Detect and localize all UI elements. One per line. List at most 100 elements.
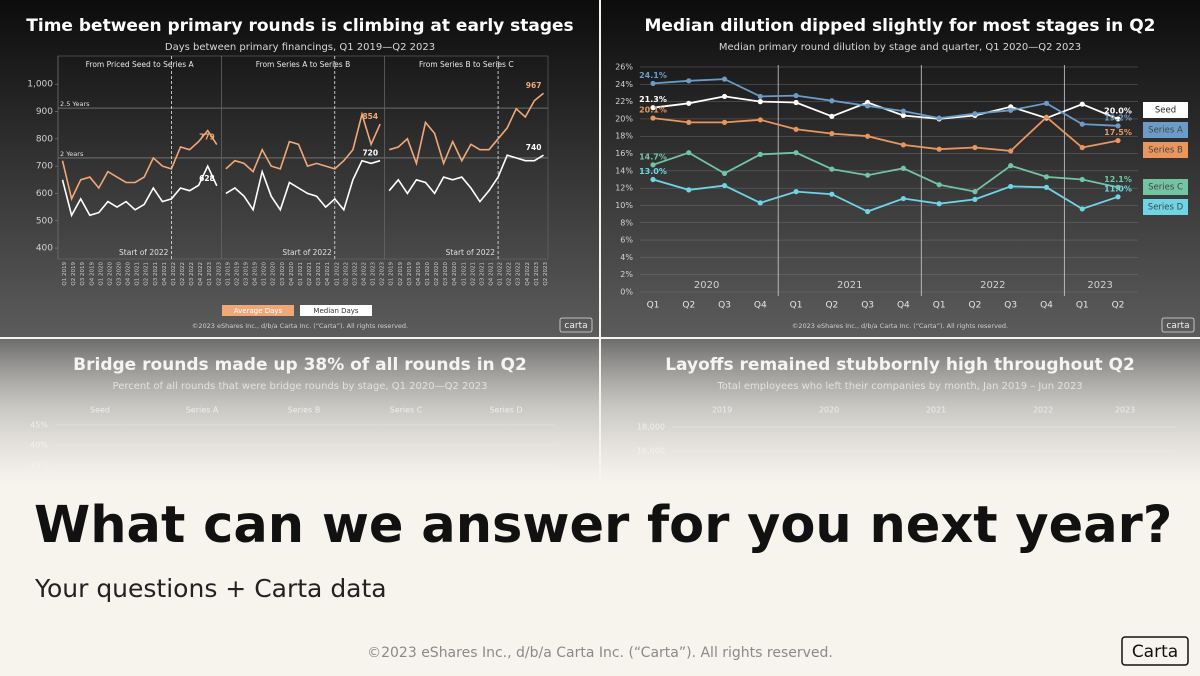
y-tick-label: 800 (36, 134, 53, 144)
end-label: 720 (362, 149, 378, 158)
legend-label: Median Days (313, 307, 359, 315)
point (865, 133, 871, 139)
x-tick-label: Q2 2023 (380, 262, 386, 286)
y-tick-label: 12% (615, 184, 633, 193)
point (865, 208, 871, 215)
x-tick-label: Q2 2020 (107, 262, 113, 286)
series-line (388, 92, 545, 167)
annotation-label: Start of 2022 (282, 248, 332, 257)
series-line (61, 164, 218, 218)
point (865, 172, 871, 178)
end-label: 740 (526, 143, 542, 152)
point (1008, 163, 1014, 169)
facet-title: From Series B to Series C (419, 60, 514, 69)
footer: ©2023 eShares Inc., d/b/a Carta Inc. (“C… (367, 645, 833, 661)
point (650, 105, 656, 111)
point (829, 191, 835, 197)
point (972, 111, 978, 117)
legend-swatch (1143, 179, 1188, 195)
point (686, 100, 692, 106)
y-tick-label: 18% (615, 132, 633, 141)
logo: carta (564, 321, 587, 331)
series-line (225, 159, 381, 212)
end-label: 628 (199, 174, 215, 183)
x-tick-label: Q1 2022 (334, 262, 340, 286)
x-tick-label: Q4 2020 (289, 262, 295, 286)
end-label: 967 (526, 81, 542, 90)
x-tick-label: Q4 2021 (325, 262, 331, 286)
point (721, 182, 728, 189)
value-label: 21.3% (639, 95, 667, 104)
annotation-label: Start of 2022 (446, 248, 496, 257)
x-tick-label: Q2 2019 (398, 262, 404, 286)
point (1079, 101, 1085, 107)
point (721, 119, 728, 125)
x-tick-label: Q4 2022 (525, 262, 531, 286)
y-tick-label: 500 (36, 216, 53, 226)
point (1079, 176, 1085, 183)
value-label: 19.2% (1104, 113, 1132, 122)
point (829, 166, 835, 172)
x-tick-label: Q1 2023 (371, 262, 377, 286)
value-label: 24.1% (639, 71, 667, 80)
x-tick-label: Q1 2020 (425, 262, 431, 286)
point (650, 162, 656, 168)
point (793, 92, 799, 99)
point (900, 165, 906, 171)
chart-title: Time between primary rounds is climbing … (26, 16, 573, 36)
x-tick-label: Q2 2020 (271, 262, 277, 286)
point (686, 187, 692, 193)
point (829, 98, 835, 104)
point (972, 189, 978, 195)
x-tick-label: Q3 (1004, 301, 1017, 311)
point (793, 150, 799, 156)
x-tick-label: Q2 2022 (180, 262, 186, 286)
subheadline: Your questions + Carta data (34, 574, 387, 603)
x-tick-label: Q3 2022 (189, 262, 195, 286)
x-tick-label: Q1 (933, 301, 946, 311)
x-tick-label: Q4 2022 (198, 262, 204, 286)
point (1115, 194, 1121, 200)
point (757, 200, 763, 206)
x-tick-label: Q1 2020 (98, 262, 104, 286)
value-label: 20.1% (639, 106, 667, 115)
point (1115, 184, 1121, 190)
y-tick-label: 900 (36, 107, 53, 117)
x-tick-label: Q1 2023 (534, 262, 540, 286)
x-tick-label: Q1 2019 (389, 262, 395, 286)
y-tick-label: 16% (615, 149, 633, 158)
year-label: 2020 (694, 280, 719, 291)
point (757, 117, 763, 123)
year-label: 2021 (837, 280, 862, 291)
point (721, 170, 728, 177)
point (1115, 137, 1121, 144)
chart-subtitle: Median primary round dilution by stage a… (719, 42, 1081, 53)
x-tick-label: Q2 2020 (434, 262, 440, 286)
x-tick-label: Q4 2021 (162, 262, 168, 286)
value-label: 12.1% (1104, 175, 1132, 184)
series-line (61, 129, 218, 202)
x-tick-label: Q4 2021 (489, 262, 495, 286)
x-tick-label: Q2 2023 (216, 262, 222, 286)
logo-box (559, 317, 593, 333)
logo-box (1161, 317, 1195, 333)
point (1115, 116, 1121, 122)
x-tick-label: Q3 2021 (316, 262, 322, 286)
x-tick-label: Q1 2023 (207, 262, 213, 286)
x-tick-label: Q2 (1112, 301, 1125, 311)
source: ©2023 eShares Inc., d/b/a Carta Inc. (“C… (792, 322, 1008, 330)
x-tick-label: Q4 2022 (361, 262, 367, 286)
x-tick-label: Q1 (790, 301, 803, 311)
legend-swatch (1143, 122, 1188, 138)
reference-label: 2 Years (60, 150, 84, 158)
value-label: 20.0% (1104, 106, 1132, 115)
point (829, 131, 835, 137)
x-tick-label: Q4 2020 (126, 262, 132, 286)
y-tick-label: 1,000 (27, 80, 53, 90)
legend-label: Seed (1155, 106, 1176, 116)
point (900, 112, 906, 119)
y-tick-label: 20% (615, 114, 633, 123)
legend-label: Series D (1148, 203, 1184, 213)
